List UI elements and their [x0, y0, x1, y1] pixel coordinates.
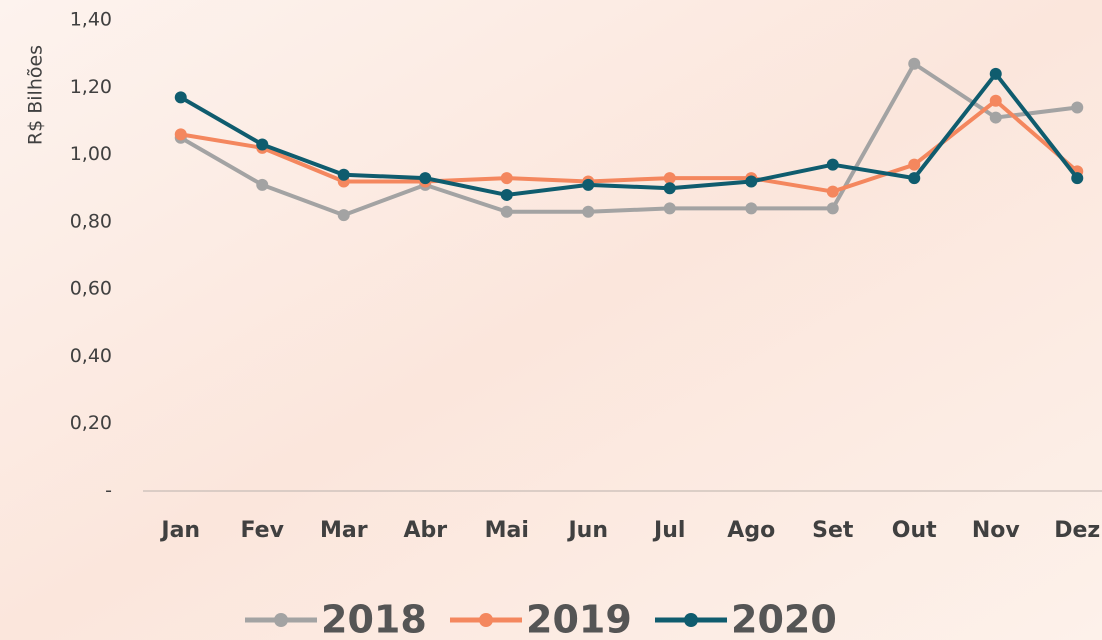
data-point — [663, 182, 676, 195]
x-tick-label: Jun — [566, 518, 608, 543]
data-point — [989, 94, 1002, 107]
y-tick-label: 0,20 — [70, 412, 112, 434]
legend-marker — [684, 613, 698, 627]
data-point — [1071, 172, 1084, 185]
x-tick-label: Set — [812, 518, 854, 543]
x-tick-label: Mar — [320, 518, 368, 543]
data-point — [174, 91, 187, 104]
data-point — [337, 209, 350, 222]
x-tick-label: Fev — [241, 518, 285, 543]
y-tick-label: 0,60 — [70, 278, 112, 300]
data-point — [582, 178, 595, 191]
x-tick-label: Nov — [972, 518, 1021, 543]
data-point — [908, 57, 921, 70]
series-line — [179, 61, 1078, 218]
data-point — [256, 178, 269, 191]
legend-label: 2019 — [526, 598, 632, 640]
data-point — [500, 172, 513, 185]
y-tick-label: 1,00 — [70, 143, 112, 165]
data-point — [500, 188, 513, 201]
x-tick-label: Abr — [403, 518, 447, 543]
x-tick-label: Ago — [727, 518, 775, 543]
data-point — [337, 168, 350, 181]
data-point — [989, 111, 1002, 124]
data-point — [500, 205, 513, 218]
x-tick-label: Dez — [1054, 518, 1100, 543]
data-point — [745, 202, 758, 215]
legend-label: 2018 — [321, 598, 427, 640]
data-point — [1071, 101, 1084, 114]
data-point — [989, 67, 1002, 80]
y-tick-label: 1,40 — [70, 9, 112, 31]
data-point — [908, 158, 921, 171]
series-line — [180, 98, 1079, 194]
data-point — [582, 205, 595, 218]
legend-label: 2020 — [731, 598, 837, 640]
y-tick-label: 0,80 — [70, 210, 112, 232]
data-point — [826, 202, 839, 215]
x-tick-label: Mai — [485, 518, 529, 543]
x-tick-label: Jul — [652, 518, 685, 543]
y-axis-title: R$ Bilhões — [25, 45, 47, 145]
data-point — [908, 172, 921, 185]
data-point — [826, 185, 839, 198]
data-point — [663, 202, 676, 215]
y-tick-label: - — [105, 480, 112, 502]
x-tick-label: Out — [892, 518, 937, 543]
data-point — [745, 175, 758, 188]
data-point — [826, 158, 839, 171]
data-point — [419, 172, 432, 185]
legend-marker — [274, 613, 288, 627]
data-point — [256, 138, 269, 151]
data-point — [174, 128, 187, 141]
series-line — [179, 71, 1079, 197]
legend-marker — [479, 613, 493, 627]
data-point — [663, 172, 676, 185]
y-tick-label: 1,20 — [70, 76, 112, 98]
x-tick-label: Jan — [159, 518, 200, 543]
y-tick-label: 0,40 — [70, 345, 112, 367]
